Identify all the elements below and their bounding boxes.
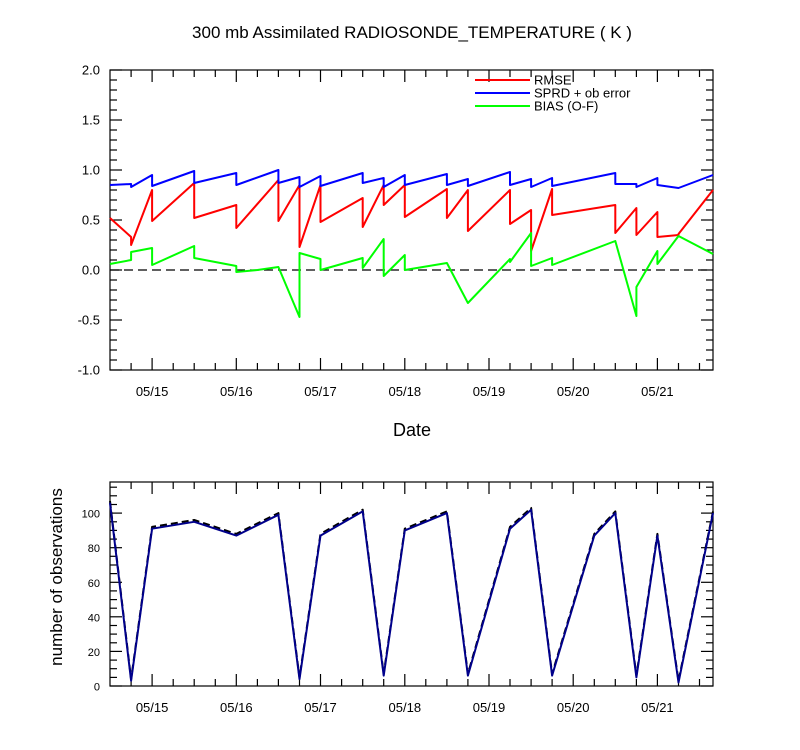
x-tick-label: 05/17 <box>304 700 337 715</box>
x-tick-label: 05/15 <box>136 700 169 715</box>
x-axis-label: Date <box>393 420 431 440</box>
legend-label: BIAS (O-F) <box>534 99 598 114</box>
y-tick-label: 60 <box>88 578 100 590</box>
x-tick-label: 05/21 <box>641 384 674 399</box>
x-tick-label: 05/15 <box>136 384 169 399</box>
y-tick-label: 20 <box>88 647 100 659</box>
x-tick-label: 05/18 <box>389 700 422 715</box>
y-tick-label: 0.0 <box>82 263 100 278</box>
bottom-panel: 05/15 05/16 05/17 05/18 05/19 05/20 05/21 0 20 40… <box>82 481 714 715</box>
y-tick-label: 100 <box>82 509 100 521</box>
y-tick-label: 40 <box>88 612 100 624</box>
y-tick-label: -0.5 <box>78 313 100 328</box>
series-line-sprd-ob-error <box>109 169 714 189</box>
x-tick-label: 05/20 <box>557 384 590 399</box>
x-tick-label: 05/16 <box>220 384 253 399</box>
top-panel: 05/15 05/16 05/17 05/18 05/19 05/20 05/21 -1.0 -… <box>78 63 714 399</box>
series-line-rmse <box>109 179 714 252</box>
plot-frame <box>109 69 714 371</box>
y-tick-label: 1.0 <box>82 163 100 178</box>
x-tick-label: 05/17 <box>304 384 337 399</box>
y-tick-label: 1.5 <box>82 113 100 128</box>
x-tick-label: 05/16 <box>220 700 253 715</box>
chart-title: 300 mb Assimilated RADIOSONDE_TEMPERATUR… <box>192 23 632 42</box>
x-tick-label: 05/21 <box>641 700 674 715</box>
y-tick-label: 0.5 <box>82 213 100 228</box>
y-tick-label: -1.0 <box>78 363 100 378</box>
y-tick-label: 80 <box>88 543 100 555</box>
legend-label: RMSE <box>534 73 572 88</box>
y-tick-label: 0 <box>94 682 100 694</box>
y-axis-label: number of observations <box>47 488 66 666</box>
x-tick-label: 05/19 <box>473 384 506 399</box>
x-tick-label: 05/20 <box>557 700 590 715</box>
legend-label: SPRD + ob error <box>534 86 631 101</box>
plot-frame <box>109 481 714 687</box>
y-tick-label: 2.0 <box>82 63 100 78</box>
series-line-observations-possible <box>109 500 714 682</box>
series-line-bias-o-f <box>109 232 714 318</box>
x-tick-label: 05/19 <box>473 700 506 715</box>
x-tick-label: 05/18 <box>389 384 422 399</box>
series-line-observations-assimilated <box>109 502 714 684</box>
